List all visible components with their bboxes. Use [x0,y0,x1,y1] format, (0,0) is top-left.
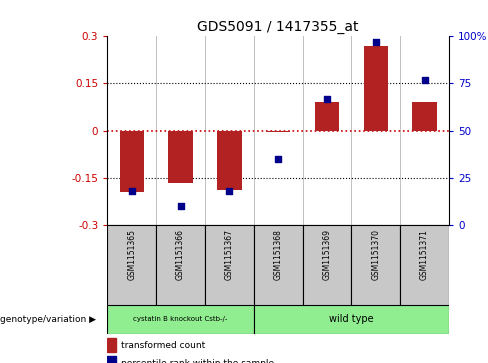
Bar [315,102,339,131]
Title: GDS5091 / 1417355_at: GDS5091 / 1417355_at [198,20,359,34]
Text: GSM1151366: GSM1151366 [176,229,185,280]
Bar [168,131,193,183]
Bar [107,338,116,352]
Text: genotype/variation ▶: genotype/variation ▶ [0,315,96,324]
Text: GSM1151368: GSM1151368 [274,229,283,280]
Bar [107,305,254,334]
Text: GSM1151371: GSM1151371 [420,229,429,280]
Bar [156,225,205,305]
Bar [400,225,449,305]
Point [323,96,331,102]
Bar [412,102,437,131]
Point [372,39,380,45]
Bar [205,225,254,305]
Text: GSM1151369: GSM1151369 [323,229,331,280]
Text: transformed count: transformed count [121,340,205,350]
Bar [351,225,400,305]
Text: percentile rank within the sample: percentile rank within the sample [121,359,274,363]
Point [421,77,428,83]
Bar [364,46,388,131]
Text: GSM1151370: GSM1151370 [371,229,380,280]
Bar [254,305,449,334]
Point [128,188,136,194]
Bar [107,225,156,305]
Point [274,156,282,162]
Text: GSM1151365: GSM1151365 [127,229,136,280]
Text: GSM1151367: GSM1151367 [225,229,234,280]
Bar [120,131,144,192]
Bar [217,131,242,191]
Text: cystatin B knockout Cstb-/-: cystatin B knockout Cstb-/- [133,317,228,322]
Bar [303,225,351,305]
Bar [254,225,303,305]
Text: wild type: wild type [329,314,374,325]
Bar [266,131,290,132]
Point [225,188,233,194]
Bar [107,356,116,363]
Point [177,203,184,209]
